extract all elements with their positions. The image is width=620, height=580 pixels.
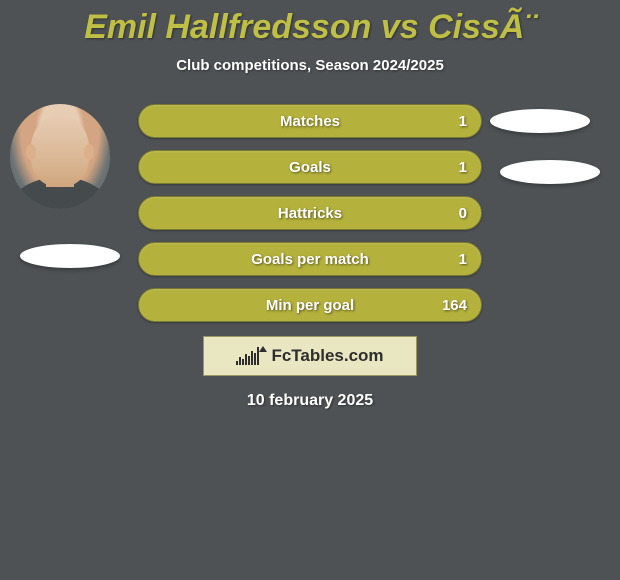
stat-label: Goals [289,159,331,176]
stat-label: Goals per match [251,251,369,268]
logo-arrow-icon [259,346,267,352]
shadow-oval-right-1 [490,109,590,133]
shadow-oval-left [20,244,120,268]
stat-bar-goals: Goals 1 [138,150,482,184]
comparison-title: Emil Hallfredsson vs CissÃ¨ [0,0,620,47]
stat-label: Matches [280,113,340,130]
date-text: 10 february 2025 [0,392,620,410]
stat-bar-matches: Matches 1 [138,104,482,138]
shadow-oval-right-2 [500,160,600,184]
player-photo-left [10,104,110,209]
content-area: Matches 1 Goals 1 Hattricks 0 Goals per … [0,104,620,410]
stat-label: Min per goal [266,297,354,314]
season-subtitle: Club competitions, Season 2024/2025 [0,57,620,74]
stat-bar-goals-per-match: Goals per match 1 [138,242,482,276]
logo-text: FcTables.com [271,346,383,366]
stat-value: 1 [459,113,467,130]
stats-column: Matches 1 Goals 1 Hattricks 0 Goals per … [138,104,482,322]
stat-value: 1 [459,159,467,176]
stat-value: 0 [459,205,467,222]
stat-value: 164 [442,297,467,314]
stat-value: 1 [459,251,467,268]
fctables-logo[interactable]: FcTables.com [203,336,417,376]
stat-label: Hattricks [278,205,342,222]
stat-bar-hattricks: Hattricks 0 [138,196,482,230]
logo-chart-icon [236,347,259,365]
stat-bar-min-per-goal: Min per goal 164 [138,288,482,322]
